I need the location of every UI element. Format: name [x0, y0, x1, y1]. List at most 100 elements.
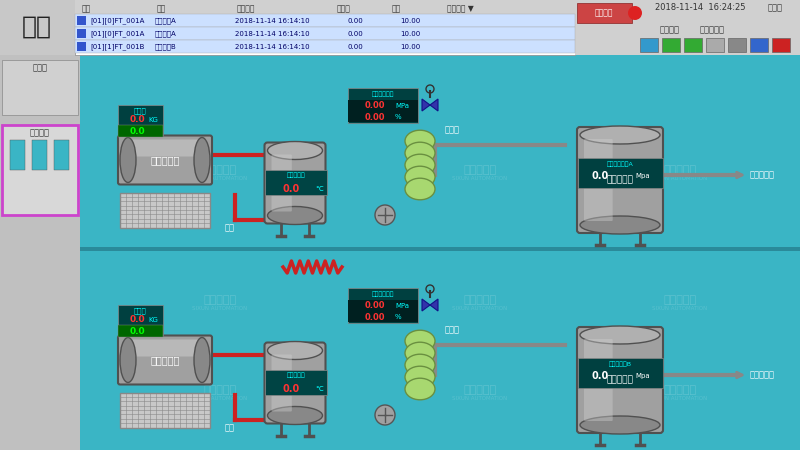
Polygon shape: [422, 299, 430, 311]
Bar: [706, 38, 724, 52]
Ellipse shape: [405, 378, 435, 400]
Bar: [2, 125, 78, 215]
Ellipse shape: [405, 178, 435, 200]
Text: 星期六: 星期六: [767, 4, 782, 13]
Bar: [348, 111, 418, 122]
Bar: [265, 370, 327, 395]
Bar: [77, 16, 86, 25]
Text: 0.0: 0.0: [130, 116, 146, 125]
Text: 0.00: 0.00: [348, 31, 364, 37]
Text: SIXUN AUTOMATION: SIXUN AUTOMATION: [192, 306, 248, 311]
Text: 蒸汽: 蒸汽: [225, 224, 235, 233]
Ellipse shape: [194, 138, 210, 183]
Bar: [265, 170, 327, 195]
Text: 0.00: 0.00: [348, 18, 364, 24]
Ellipse shape: [120, 338, 136, 382]
FancyBboxPatch shape: [123, 140, 207, 157]
Text: 热水槽: 热水槽: [287, 179, 303, 188]
Text: 0.0: 0.0: [130, 126, 146, 135]
Bar: [578, 358, 663, 388]
Text: 氮气缓冲压力A: 氮气缓冲压力A: [606, 161, 634, 167]
Text: 0.00: 0.00: [365, 302, 386, 310]
Bar: [348, 300, 418, 311]
Text: 确认时间 ▼: 确认时间 ▼: [447, 4, 474, 13]
Text: 电子秤: 电子秤: [134, 308, 146, 314]
Bar: [75, 14, 575, 27]
Text: 0.00: 0.00: [365, 312, 386, 321]
Bar: [728, 38, 746, 52]
Text: 西思自动化: 西思自动化: [203, 385, 237, 395]
Ellipse shape: [405, 130, 435, 152]
Text: 氨气流量A: 氨气流量A: [155, 31, 177, 37]
Bar: [2, 60, 78, 115]
FancyBboxPatch shape: [123, 339, 207, 356]
Text: SIXUN AUTOMATION: SIXUN AUTOMATION: [452, 306, 508, 311]
Bar: [575, 0, 800, 55]
Ellipse shape: [580, 126, 660, 144]
Text: [01][1]FT_001B: [01][1]FT_001B: [90, 44, 144, 50]
Bar: [772, 38, 790, 52]
Text: 0.00: 0.00: [365, 112, 386, 122]
Text: 限值: 限值: [392, 4, 402, 13]
Ellipse shape: [267, 406, 322, 424]
Text: 液氨储罐南: 液氨储罐南: [150, 355, 180, 365]
Text: 用户名：: 用户名：: [660, 26, 680, 35]
Bar: [118, 305, 163, 335]
Text: Mpa: Mpa: [635, 373, 650, 379]
Text: SIXUN AUTOMATION: SIXUN AUTOMATION: [652, 306, 708, 311]
Bar: [32, 140, 47, 170]
Bar: [118, 125, 163, 137]
Ellipse shape: [194, 338, 210, 382]
Circle shape: [375, 405, 395, 425]
Text: 0.0: 0.0: [282, 184, 300, 194]
Text: 液氨储罐北: 液氨储罐北: [150, 155, 180, 165]
Text: 10.00: 10.00: [400, 18, 420, 24]
Bar: [118, 325, 163, 337]
Text: 10.00: 10.00: [400, 44, 420, 50]
Text: 西思自动化: 西思自动化: [463, 385, 497, 395]
Text: 0.0: 0.0: [592, 371, 610, 381]
Bar: [80, 55, 800, 450]
Text: 蒸汽: 蒸汽: [225, 423, 235, 432]
Bar: [75, 40, 575, 53]
Text: 10.00: 10.00: [400, 31, 420, 37]
Text: 2018-11-14  16:24:25: 2018-11-14 16:24:25: [654, 4, 746, 13]
Text: 0.00: 0.00: [365, 102, 386, 111]
Text: ℃: ℃: [315, 386, 323, 392]
Text: SIXUN AUTOMATION: SIXUN AUTOMATION: [452, 396, 508, 401]
Bar: [684, 38, 702, 52]
Text: KG: KG: [148, 117, 158, 123]
Bar: [662, 38, 680, 52]
FancyBboxPatch shape: [118, 135, 212, 184]
FancyBboxPatch shape: [118, 336, 212, 384]
Bar: [120, 193, 210, 228]
FancyBboxPatch shape: [577, 327, 663, 433]
FancyBboxPatch shape: [271, 154, 292, 212]
Ellipse shape: [405, 142, 435, 164]
Text: SIXUN AUTOMATION: SIXUN AUTOMATION: [652, 396, 708, 401]
Bar: [118, 105, 163, 135]
Text: 2018-11-14 16:14:10: 2018-11-14 16:14:10: [235, 44, 310, 50]
Polygon shape: [430, 299, 438, 311]
Bar: [348, 88, 418, 123]
Polygon shape: [430, 99, 438, 111]
Text: SIXUN AUTOMATION: SIXUN AUTOMATION: [192, 396, 248, 401]
Text: 氮气缓冲罐: 氮气缓冲罐: [606, 176, 634, 184]
Bar: [10, 140, 25, 170]
Text: 氯化盐: 氯化盐: [33, 63, 47, 72]
Text: 热水槽: 热水槽: [287, 378, 303, 387]
Text: 电子秤: 电子秤: [134, 108, 146, 114]
FancyBboxPatch shape: [584, 339, 613, 421]
Ellipse shape: [580, 326, 660, 344]
Ellipse shape: [405, 366, 435, 388]
FancyBboxPatch shape: [577, 127, 663, 233]
Text: 西思自动化: 西思自动化: [203, 165, 237, 175]
Ellipse shape: [405, 342, 435, 364]
Text: 西思自动化: 西思自动化: [663, 385, 697, 395]
Text: 去用氨工艺: 去用氨工艺: [750, 370, 775, 379]
Text: 瑞众: 瑞众: [22, 15, 52, 39]
Bar: [750, 38, 768, 52]
Text: 缓冲罐压力B: 缓冲罐压力B: [609, 361, 631, 367]
Ellipse shape: [267, 342, 322, 360]
Bar: [54, 140, 69, 170]
